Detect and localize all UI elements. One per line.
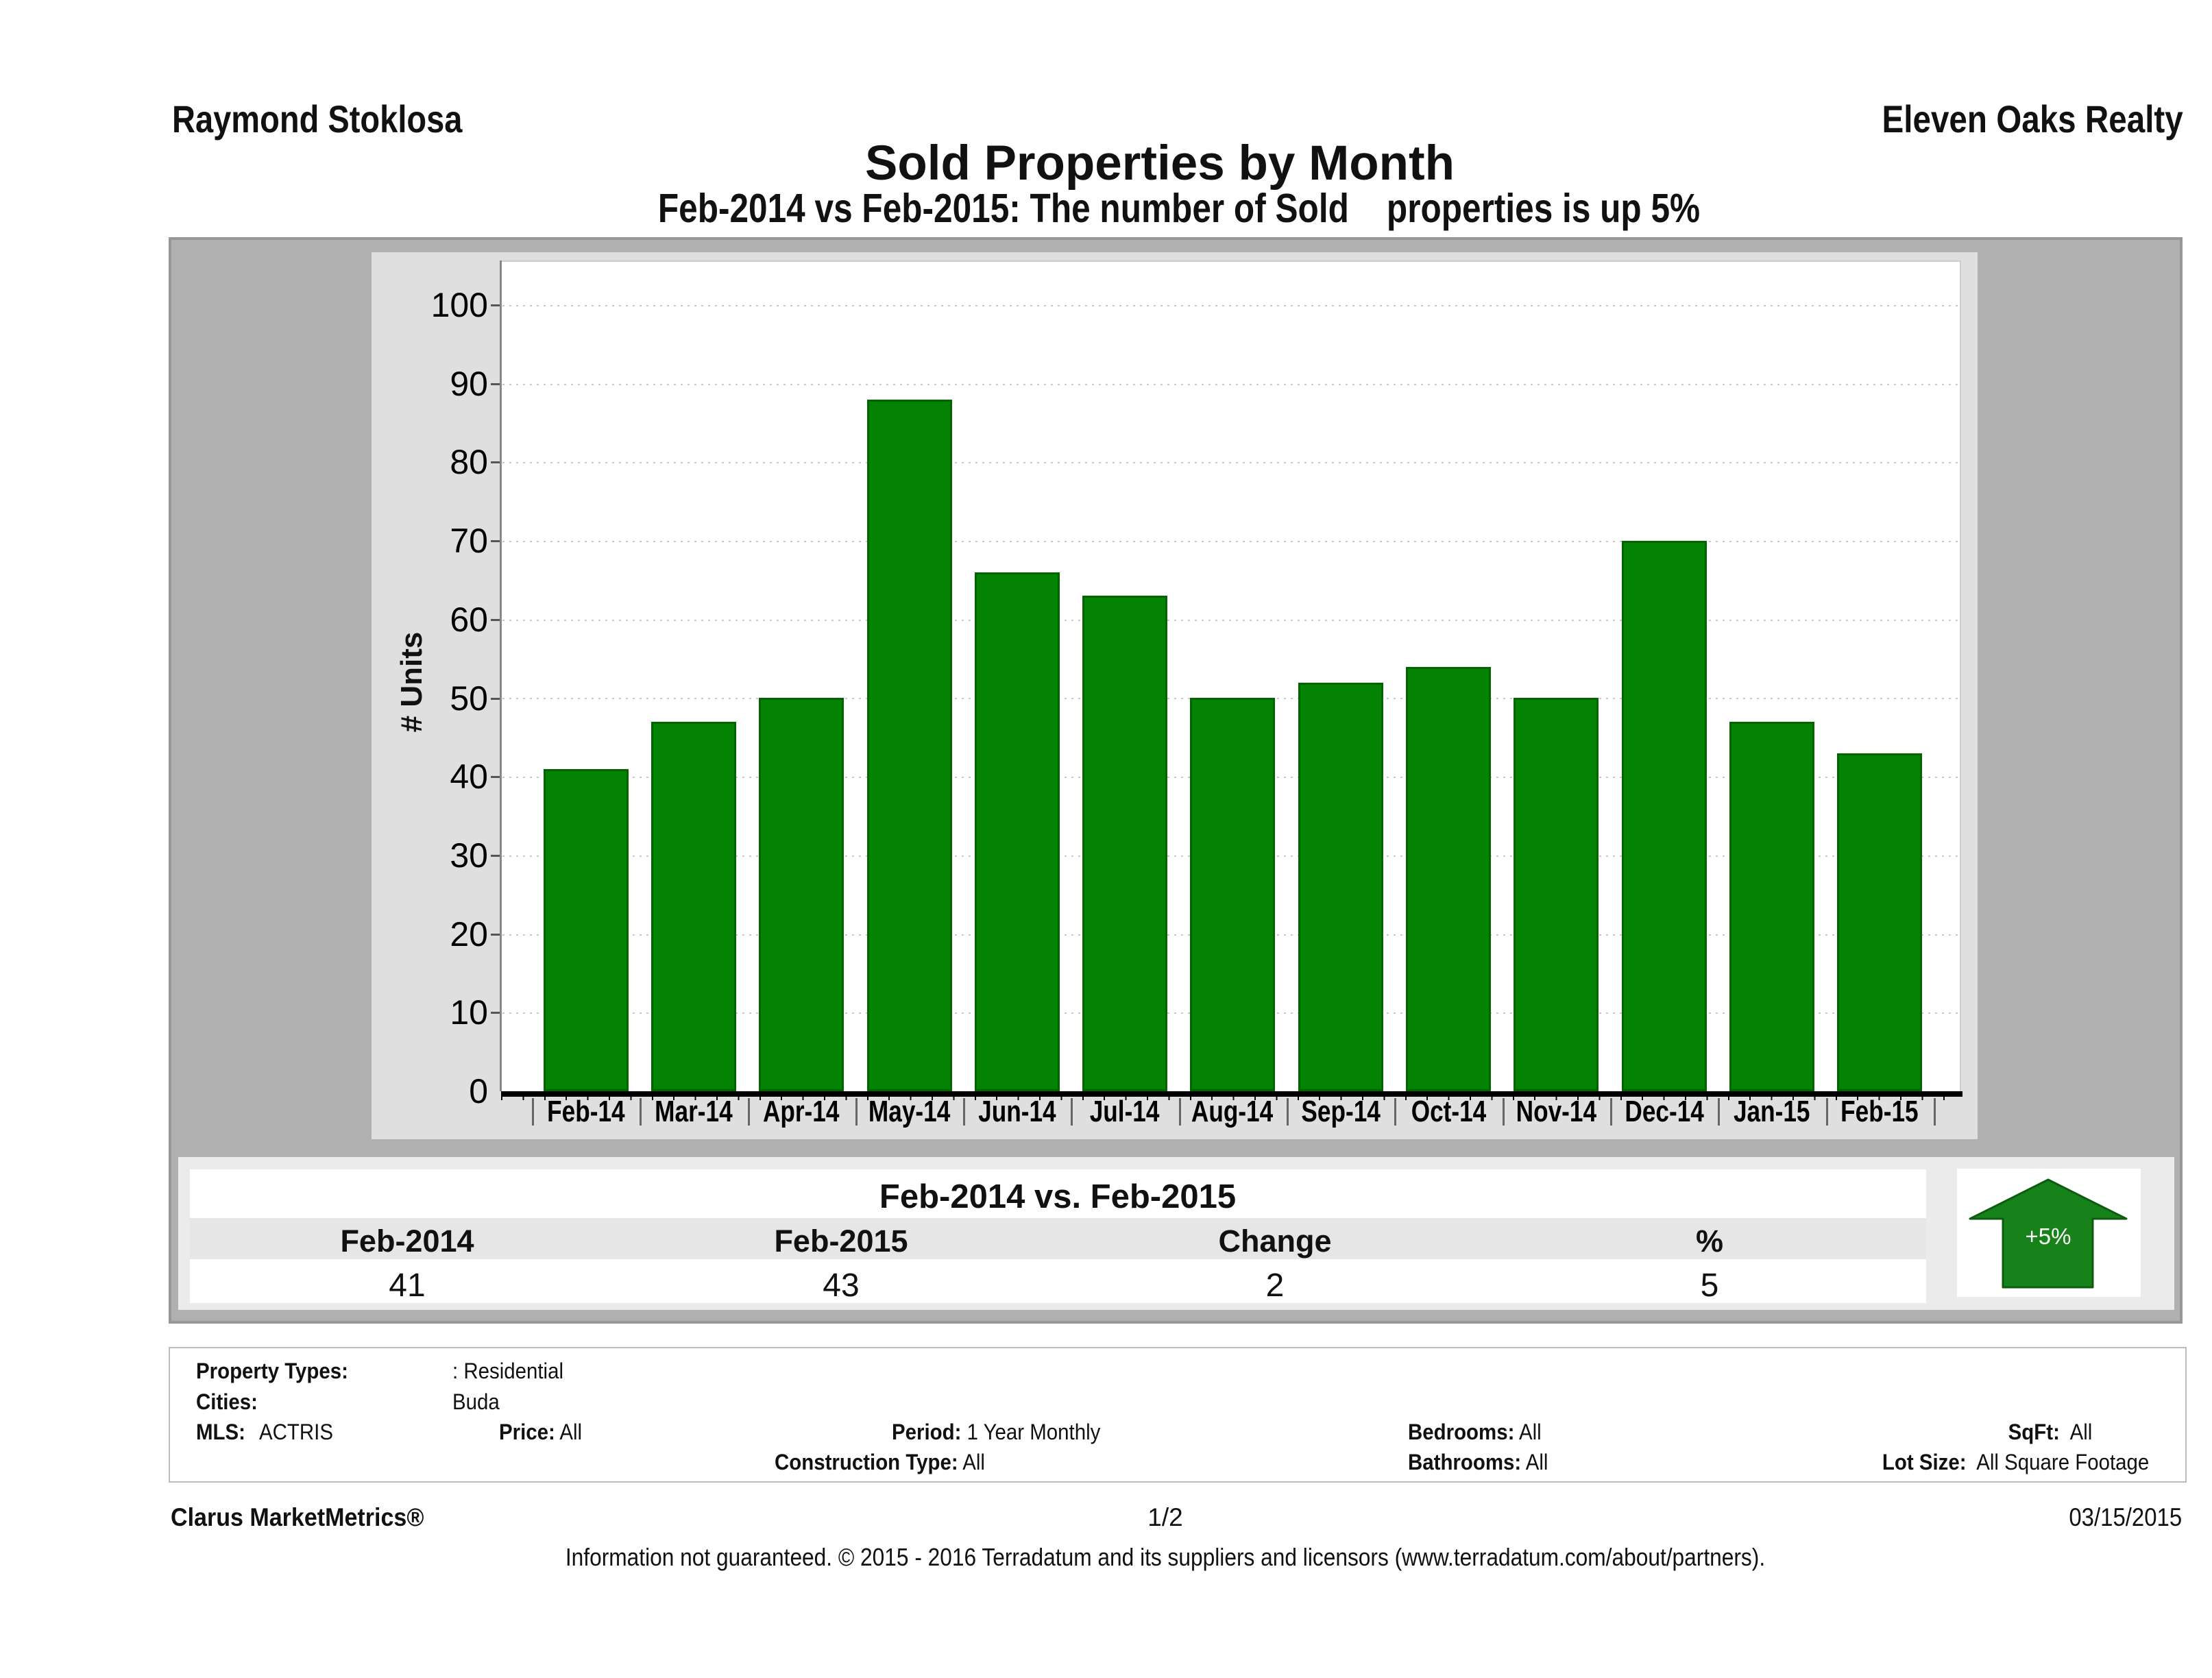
svg-text:+5%: +5%	[2026, 1224, 2071, 1249]
